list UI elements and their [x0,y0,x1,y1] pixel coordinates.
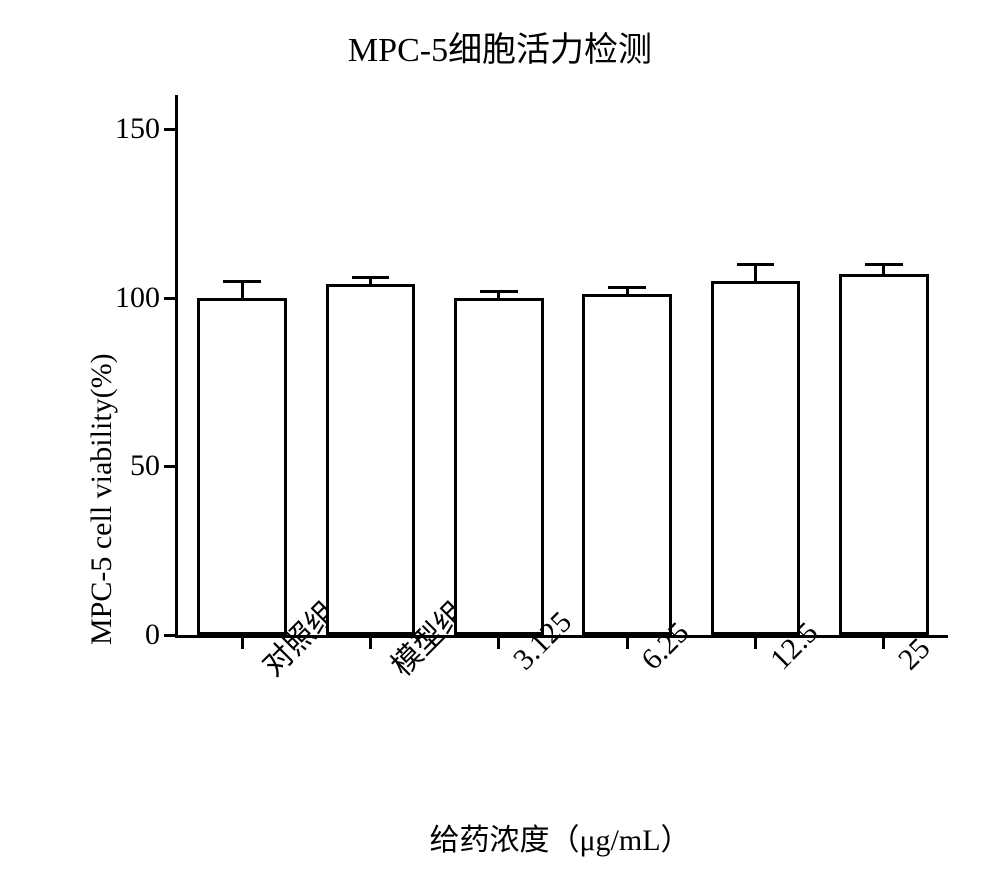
chart-title: MPC-5细胞活力检测 [0,22,1000,71]
bar [711,281,801,635]
y-tick [164,128,176,131]
error-cap [480,290,518,293]
bar [454,298,544,636]
y-tick-label: 150 [115,112,160,146]
error-bar [754,264,757,281]
error-bar [241,281,244,298]
x-tick [497,637,500,649]
error-cap [223,280,261,283]
x-tick-label: 25 [892,632,937,677]
x-tick [882,637,885,649]
y-tick-label: 50 [130,449,160,483]
error-cap [865,263,903,266]
x-axis-label: 给药浓度（μg/mL） [429,815,690,859]
error-cap [352,276,390,279]
y-tick [164,465,176,468]
plot-area: 050100150对照组模型组3.1256.2512.525 [175,95,948,638]
error-cap [608,286,646,289]
y-tick [164,634,176,637]
y-tick-label: 0 [145,618,160,652]
y-tick [164,297,176,300]
bar [839,274,929,635]
y-tick-label: 100 [115,281,160,315]
viability-bar-chart: MPC-5细胞活力检测 050100150对照组模型组3.1256.2512.5… [0,0,1000,887]
x-tick [241,637,244,649]
bar [197,298,287,636]
error-cap [737,263,775,266]
bar [582,294,672,635]
x-tick [369,637,372,649]
x-tick [754,637,757,649]
bar [326,284,416,635]
y-axis-label: MPC-5 cell viability(%) [85,353,119,645]
x-tick [626,637,629,649]
